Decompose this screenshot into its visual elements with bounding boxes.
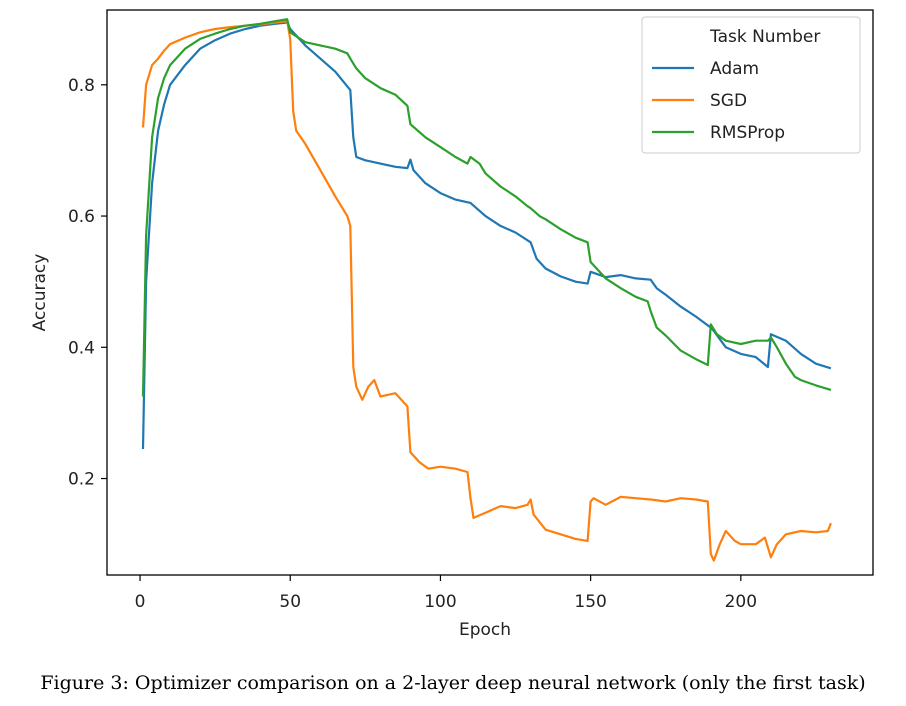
chart: 0 50 100 150 200 0.2 0.4 0.6 0.8 Epoch Accuracy Tas… (30, 9, 874, 640)
plot-frame (106, 9, 874, 576)
legend-entry-rmsprop: RMSProp (710, 123, 785, 143)
legend-entry-adam: Adam (710, 59, 759, 79)
y-tick-label: 0.8 (68, 76, 95, 96)
x-tick-label: 200 (725, 592, 757, 612)
x-tick-label: 50 (279, 592, 301, 612)
x-axis-label: Epoch (459, 620, 511, 640)
x-tick-label: 100 (424, 592, 456, 612)
series-line-sgd (141, 20, 832, 562)
line-chart: 0 50 100 150 200 0.2 0.4 0.6 0.8 Epoch Accuracy Tas… (30, 9, 874, 640)
series-line-rmsprop (141, 18, 832, 397)
figure-caption: Figure 3: Optimizer comparison on a 2-la… (40, 672, 866, 694)
y-tick-label: 0.6 (68, 207, 95, 227)
y-tick-label: 0.4 (68, 338, 95, 358)
y-axis-label: Accuracy (30, 254, 50, 332)
legend-entry-sgd: SGD (710, 91, 747, 111)
x-tick-label: 150 (574, 592, 606, 612)
x-tick-label: 0 (135, 592, 146, 612)
legend-box (641, 16, 861, 154)
y-tick-label: 0.2 (68, 470, 95, 490)
legend-title: Task Number (709, 27, 820, 47)
